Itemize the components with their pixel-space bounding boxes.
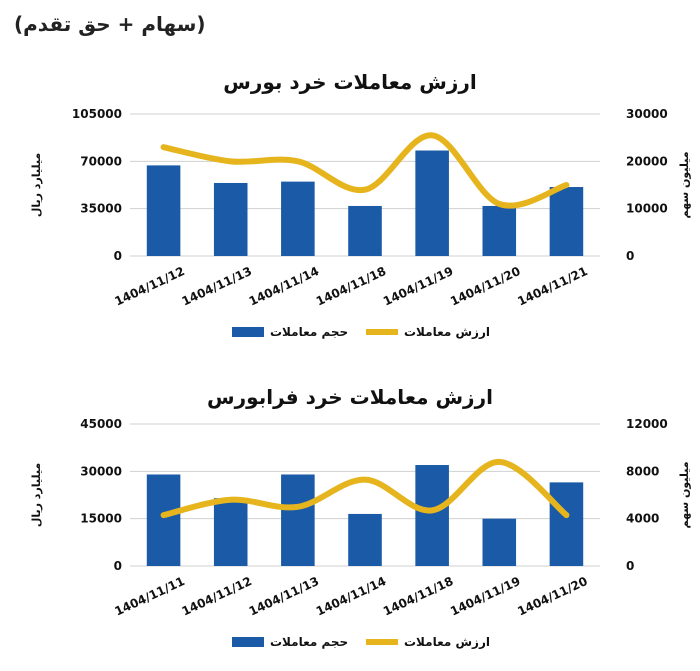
- bar: [213, 498, 248, 566]
- legend-label-line: ارزش معاملات: [404, 325, 490, 339]
- page-header: (سهام + حق تقدم): [14, 12, 206, 36]
- bar: [482, 205, 517, 256]
- x-tick-label: 1404/11/14: [247, 264, 321, 309]
- right-tick-label: 8000: [626, 464, 659, 478]
- chart-bourse: 0 35000 70000 105000 0 10000 20000 30000 میلیارد…: [30, 107, 691, 339]
- right-tick-label: 20000: [626, 154, 668, 168]
- left-tick-label: 0: [114, 559, 122, 573]
- x-tick-label: 1404/11/12: [112, 264, 186, 309]
- right-tick-label: 4000: [626, 512, 659, 526]
- x-tick-label: 1404/11/13: [180, 264, 254, 309]
- bar: [281, 181, 315, 256]
- x-tick-label: 1404/11/20: [515, 574, 589, 619]
- legend-label-line: ارزش معاملات: [404, 635, 490, 649]
- chart-farabourse: 0 15000 30000 45000 0 4000 8000 12000 میلیارد ری…: [30, 417, 691, 649]
- x-tick-label: 1404/11/20: [448, 264, 522, 309]
- right-tick-label: 0: [626, 559, 634, 573]
- x-tick-label: 1404/11/11: [112, 574, 186, 619]
- right-axis-label: میلیون سهم: [678, 151, 691, 218]
- right-tick-label: 12000: [626, 417, 668, 431]
- legend-label-bar: حجم معاملات: [270, 635, 348, 649]
- x-tick-label: 1404/11/12: [180, 574, 254, 619]
- bar: [146, 165, 181, 256]
- left-axis-label: میلیارد ریال: [30, 463, 43, 527]
- bar: [348, 205, 382, 256]
- left-tick-label: 35000: [80, 202, 122, 216]
- left-tick-label: 15000: [80, 512, 122, 526]
- bar: [415, 150, 449, 256]
- x-tick-label: 1404/11/13: [247, 574, 321, 619]
- legend-swatch-bar: [232, 637, 264, 647]
- x-tick-label: 1404/11/18: [381, 574, 455, 619]
- left-tick-label: 70000: [80, 154, 122, 168]
- chart-title-farabourse: ارزش معاملات خرد فرابورس: [207, 385, 493, 409]
- right-axis-label: میلیون سهم: [678, 461, 691, 528]
- bar: [348, 513, 382, 566]
- left-tick-label: 45000: [80, 417, 122, 431]
- bar: [213, 182, 248, 256]
- chart-title-bourse: ارزش معاملات خرد بورس: [223, 70, 477, 94]
- legend-swatch-bar: [232, 327, 264, 337]
- x-tick-label: 1404/11/14: [314, 574, 388, 619]
- bar: [482, 518, 517, 566]
- right-tick-label: 10000: [626, 202, 668, 216]
- right-tick-label: 0: [626, 249, 634, 263]
- left-tick-label: 105000: [72, 107, 122, 121]
- bar: [146, 474, 181, 566]
- x-tick-label: 1404/11/18: [314, 264, 388, 309]
- bar: [549, 187, 584, 256]
- x-tick-label: 1404/11/21: [515, 264, 589, 309]
- bar: [549, 482, 584, 566]
- left-axis-label: میلیارد ریال: [30, 153, 43, 217]
- bar: [415, 465, 449, 566]
- bar: [281, 474, 315, 566]
- left-tick-label: 0: [114, 249, 122, 263]
- x-tick-label: 1404/11/19: [448, 574, 522, 619]
- left-tick-label: 30000: [80, 464, 122, 478]
- legend-label-bar: حجم معاملات: [270, 325, 348, 339]
- right-tick-label: 30000: [626, 107, 668, 121]
- x-tick-label: 1404/11/19: [381, 264, 455, 309]
